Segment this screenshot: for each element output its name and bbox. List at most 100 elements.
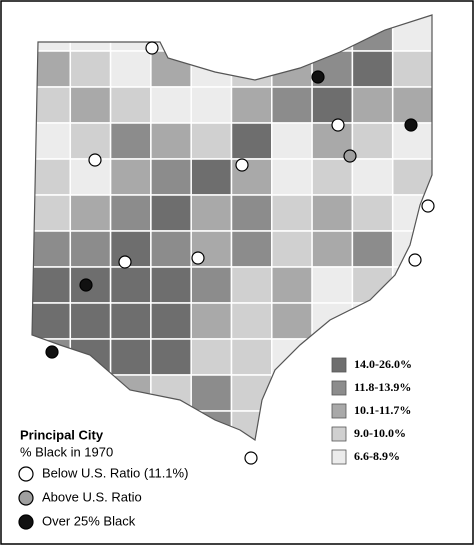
county <box>109 302 152 340</box>
county <box>32 266 72 304</box>
county <box>271 86 313 124</box>
county <box>351 122 394 160</box>
county <box>271 122 313 160</box>
city-marker <box>88 153 102 167</box>
legend-swatch <box>331 449 347 465</box>
city-legend-label: Above U.S. Ratio <box>42 489 142 504</box>
county <box>311 158 354 196</box>
county <box>69 50 112 88</box>
city-marker <box>235 158 249 172</box>
county <box>109 122 152 160</box>
county <box>351 158 394 196</box>
county <box>150 158 192 196</box>
county <box>351 50 394 88</box>
county <box>230 86 273 124</box>
legend-swatch <box>331 357 347 373</box>
county <box>109 158 152 196</box>
county <box>311 194 354 232</box>
county <box>32 302 72 340</box>
city-marker <box>145 41 159 55</box>
county <box>150 266 192 304</box>
county <box>230 194 273 232</box>
city-marker <box>45 345 59 359</box>
county <box>69 266 112 304</box>
city-marker <box>343 149 357 163</box>
county <box>32 230 72 268</box>
county <box>190 194 233 232</box>
county <box>190 86 233 124</box>
county <box>230 302 273 340</box>
county <box>190 374 233 412</box>
legend-label: 10.1-11.7% <box>354 403 411 417</box>
county <box>190 302 233 340</box>
city-legend-box <box>10 420 210 535</box>
county <box>351 86 394 124</box>
city-marker <box>191 251 205 265</box>
county <box>271 158 313 196</box>
city-marker <box>331 118 345 132</box>
county <box>150 194 192 232</box>
county <box>271 230 313 268</box>
county <box>32 86 72 124</box>
county <box>351 194 394 232</box>
city-marker <box>79 278 93 292</box>
city-legend-subtitle: % Black in 1970 <box>20 444 113 459</box>
county <box>311 266 354 304</box>
city-legend-label: Below U.S. Ratio (11.1%) <box>42 465 188 480</box>
county <box>109 86 152 124</box>
city-marker <box>311 70 325 84</box>
county <box>150 302 192 340</box>
legend-label: 9.0-10.0% <box>354 426 406 440</box>
county <box>351 230 394 268</box>
city-legend-marker <box>18 490 34 506</box>
county <box>230 230 273 268</box>
county <box>190 158 233 196</box>
county <box>109 338 152 376</box>
county <box>190 338 233 376</box>
legend-label: 14.0-26.0% <box>354 357 412 371</box>
county <box>109 266 152 304</box>
county <box>69 194 112 232</box>
legend: 14.0-26.0% 11.8-13.9% 10.1-11.7% 9.0-10.0% 6… <box>331 357 412 465</box>
legend-swatch <box>331 403 347 419</box>
county <box>150 86 192 124</box>
legend-swatch <box>331 380 347 396</box>
legend-swatch <box>331 426 347 442</box>
county <box>150 230 192 268</box>
city-legend-marker <box>18 514 34 530</box>
city-legend: Below U.S. Ratio (11.1%) Above U.S. Ratio… <box>18 465 188 530</box>
county <box>190 266 233 304</box>
county <box>230 122 273 160</box>
legend-label: 11.8-13.9% <box>354 380 411 394</box>
county <box>271 302 313 340</box>
city-marker <box>118 255 132 269</box>
city-marker <box>421 199 435 213</box>
city-marker <box>244 451 258 465</box>
city-legend-marker <box>18 466 34 482</box>
city-marker <box>408 253 422 267</box>
city-legend-label: Over 25% Black <box>42 513 136 528</box>
county <box>391 86 432 124</box>
county <box>69 230 112 268</box>
county <box>69 302 112 340</box>
county <box>32 194 72 232</box>
county <box>109 50 152 88</box>
city-legend-title: Principal City <box>20 427 104 442</box>
county <box>271 194 313 232</box>
county <box>190 122 233 160</box>
county <box>150 338 192 376</box>
city-marker <box>404 118 418 132</box>
county <box>311 86 354 124</box>
county <box>150 122 192 160</box>
state-outline <box>31 14 433 442</box>
county <box>69 86 112 124</box>
county <box>271 266 313 304</box>
county <box>230 266 273 304</box>
county <box>109 194 152 232</box>
legend-label: 6.6-8.9% <box>354 449 400 463</box>
cities <box>45 41 435 465</box>
county <box>391 50 432 88</box>
county <box>230 338 273 376</box>
county <box>311 230 354 268</box>
